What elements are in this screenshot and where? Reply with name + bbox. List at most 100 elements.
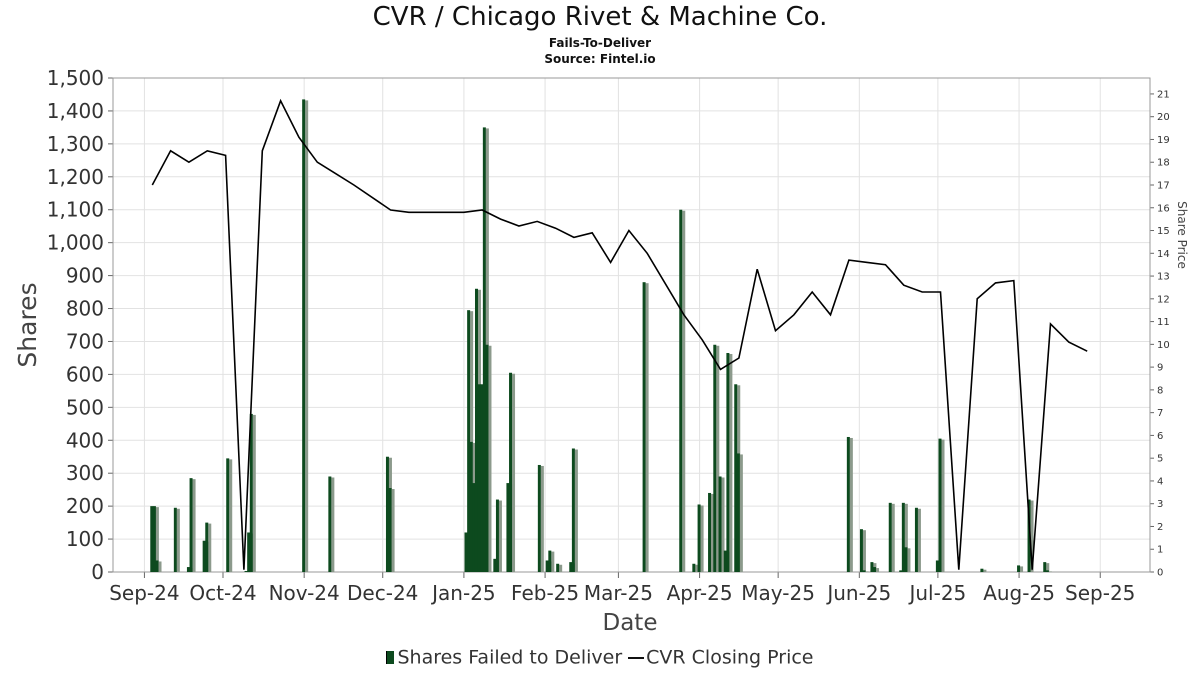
- fail-bar: [708, 492, 712, 572]
- fail-bar: [205, 522, 209, 572]
- y-tick-label: 1,100: [47, 198, 104, 222]
- fail-bar: [938, 438, 942, 572]
- fail-bar-shadow: [574, 449, 578, 572]
- fail-bar-shadow: [252, 414, 256, 572]
- fail-bar: [472, 483, 476, 572]
- fail-bar: [873, 567, 877, 572]
- x-tick-label: Jan-25: [430, 581, 496, 605]
- y2-tick-label: 21: [1157, 89, 1170, 100]
- x-tick-label: Jun-25: [825, 581, 891, 605]
- x-tick-label: Nov-24: [269, 581, 340, 605]
- y2-tick-label: 10: [1157, 340, 1170, 351]
- y2-tick-label: 0: [1157, 568, 1163, 579]
- x-tick-label: Apr-25: [667, 581, 733, 605]
- fail-bar-shadow: [1020, 566, 1024, 572]
- y2-tick-label: 12: [1157, 294, 1170, 305]
- x-tick-label: Mar-25: [584, 581, 653, 605]
- y2-tick-label: 18: [1157, 158, 1170, 169]
- fail-bar: [713, 344, 717, 572]
- fail-bar: [556, 563, 560, 572]
- fail-bar: [202, 540, 206, 572]
- fail-bar: [859, 529, 863, 572]
- fail-bar: [679, 209, 683, 572]
- fail-bar: [226, 458, 230, 572]
- y2-tick-label: 11: [1157, 317, 1170, 328]
- fail-bar: [1045, 570, 1049, 572]
- fail-bar: [1017, 565, 1021, 572]
- plot-frame: [112, 77, 1151, 573]
- y2-tick-label: 13: [1157, 272, 1170, 283]
- y2-tick-label: 16: [1157, 203, 1170, 214]
- y-axis-title: Shares: [13, 282, 42, 367]
- fail-bar-shadow: [559, 564, 563, 572]
- y-tick-label: 200: [66, 494, 104, 518]
- y2-tick-label: 6: [1157, 431, 1163, 442]
- fail-bar-shadow: [391, 489, 395, 572]
- fail-bar-shadow: [488, 345, 492, 572]
- fail-bar: [464, 532, 468, 572]
- fail-bar: [537, 464, 541, 572]
- fail-bar: [846, 436, 850, 572]
- y-tick-label: 0: [91, 560, 104, 584]
- chart-title: CVR / Chicago Rivet & Machine Co.: [372, 2, 828, 32]
- fail-bar: [509, 372, 513, 572]
- chart-source: Source: Fintel.io: [544, 52, 656, 66]
- y2-tick-label: 2: [1157, 522, 1163, 533]
- fail-bar: [901, 502, 905, 572]
- fail-bar-shadow: [907, 548, 911, 572]
- fail-bar-shadow: [305, 100, 309, 572]
- fail-bar: [726, 352, 730, 572]
- fail-bar: [485, 344, 489, 572]
- fail-bar-shadow: [876, 568, 880, 572]
- fail-bar: [247, 532, 251, 572]
- y-tick-label: 300: [66, 461, 104, 485]
- fail-bar: [862, 570, 866, 572]
- y2-tick-label: 5: [1157, 454, 1163, 465]
- y-tick-label: 100: [66, 527, 104, 551]
- fail-bar: [189, 478, 193, 572]
- legend-line-swatch: [628, 656, 645, 659]
- y-tick-label: 1,500: [47, 66, 104, 90]
- plot-area: [113, 78, 1150, 572]
- y-tick-label: 900: [66, 264, 104, 288]
- fail-bar: [718, 476, 722, 572]
- y-tick-label: 1,000: [47, 231, 104, 255]
- fail-bar-shadow: [512, 373, 516, 572]
- fail-bar: [734, 384, 738, 572]
- chart-legend: Shares Failed to Deliver CVR Closing Pric…: [0, 646, 1200, 669]
- fail-bar-shadow: [711, 493, 715, 572]
- legend-bar-swatch: [386, 651, 395, 664]
- x-tick-label: May-25: [741, 581, 815, 605]
- y-tick-label: 600: [66, 362, 104, 386]
- fail-bar: [899, 570, 903, 572]
- x-tick-label: Sep-25: [1065, 581, 1135, 605]
- fail-bar: [477, 384, 481, 572]
- fail-bar: [152, 506, 156, 572]
- fail-bar: [1027, 499, 1031, 572]
- fail-bar: [482, 127, 486, 573]
- fail-bar-shadow: [158, 561, 162, 572]
- y2-tick-label: 3: [1157, 499, 1163, 510]
- x-tick-label: Sep-24: [109, 581, 179, 605]
- y-tick-label: 500: [66, 395, 104, 419]
- fail-bar: [548, 550, 552, 572]
- fail-bar: [474, 288, 478, 572]
- fail-bar-shadow: [904, 503, 908, 572]
- fail-bar-shadow: [192, 479, 196, 572]
- fail-bar: [888, 502, 892, 572]
- price-line: [151, 98, 1088, 570]
- y2-tick-label: 17: [1157, 180, 1170, 191]
- legend-bar-label: Shares Failed to Deliver: [397, 646, 623, 669]
- fail-bar-shadow: [983, 569, 987, 572]
- fail-bar: [467, 310, 471, 572]
- fail-bar-shadow: [721, 477, 725, 572]
- fail-bar: [249, 413, 253, 572]
- fail-bar: [980, 568, 984, 572]
- fail-bar-shadow: [695, 564, 699, 572]
- fail-bar-shadow: [208, 523, 212, 572]
- fail-bar-shadow: [729, 353, 733, 572]
- legend-line-label: CVR Closing Price: [646, 646, 814, 669]
- fail-bar: [388, 488, 392, 572]
- fail-bar: [506, 483, 510, 572]
- fail-bar-shadow: [865, 571, 869, 572]
